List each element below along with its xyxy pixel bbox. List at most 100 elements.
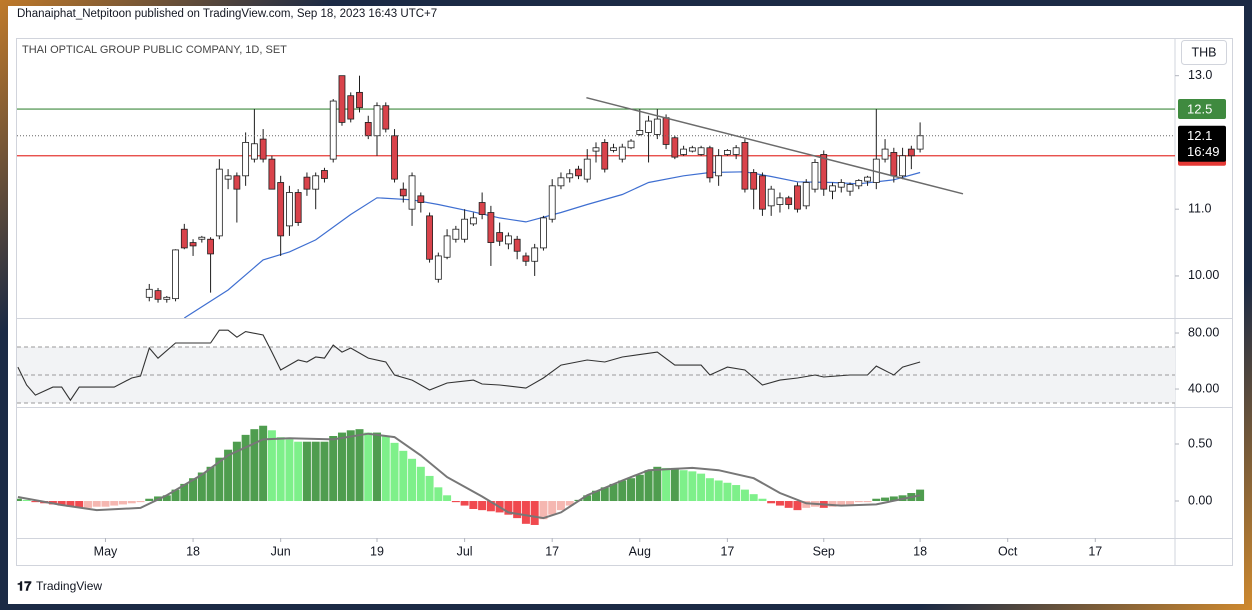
histogram-bar [22,499,31,502]
candle-body [592,147,600,152]
candle-body [198,236,206,240]
histogram-bar [224,449,233,502]
candle-body [566,173,574,179]
histogram-bar [460,501,469,506]
bar-countdown: 16:49 [1187,144,1220,159]
histogram-bar [749,494,758,502]
histogram-bar [302,441,311,502]
candle-body [469,217,477,225]
candle-body [338,75,346,123]
histogram-bar [250,429,259,502]
candle-body [601,142,609,170]
histogram-bar [784,501,793,508]
histogram-bar [189,478,198,502]
candle-body [697,147,705,155]
histogram-bar [644,470,653,502]
candle-body [811,162,819,190]
histogram-bar [609,483,618,502]
candle-body [277,182,285,237]
histogram-bar [872,498,881,502]
histogram-bar [758,498,767,502]
trendline [586,96,964,195]
x-tick-label: May [94,544,118,558]
histogram-bar [732,485,741,502]
x-tick-label: 18 [186,544,200,558]
histogram-bar [802,501,811,508]
histogram-bar [206,466,215,502]
candle-body [364,122,372,137]
histogram-bar [565,501,574,506]
candle-body [513,238,521,252]
x-tick-label: 18 [913,544,927,558]
candle-body [627,140,635,149]
candle-body [890,152,898,177]
publisher: Dhanaiphat_Netpitoon published on Tradin… [17,8,437,20]
histogram-bar [17,498,22,502]
y-tick-label: 10.00 [1188,268,1219,282]
histogram-bar [443,495,452,502]
candle-body [268,158,276,190]
histogram-bar [434,487,443,502]
macd-pane [17,425,925,525]
candle-body [723,150,731,155]
histogram-bar [127,501,136,504]
histogram-bar [259,425,268,502]
candle-body [548,185,556,220]
x-tick-label: 17 [1088,544,1102,558]
candle-body [750,172,758,190]
candle-body [522,255,530,262]
candle-body [426,215,433,260]
candle-body [382,105,390,130]
histogram-bar [276,437,285,502]
x-tick-label: 19 [370,544,384,558]
histogram-bar [110,501,119,506]
histogram-bar [346,430,355,502]
histogram-bar [653,466,662,502]
logo: 𝟏𝟕 [17,578,32,593]
candle-body [846,184,854,192]
candle-body [680,148,687,155]
candle-body [776,197,784,205]
histogram-bar [881,497,890,502]
histogram-bar [57,501,66,506]
x-tick-label: Aug [629,544,651,558]
price-pane [17,75,1175,318]
candle-body [706,147,714,179]
candle-body [671,137,679,158]
candle-body [820,154,828,190]
candle-body [163,296,171,300]
y-tick-label: 0.50 [1188,436,1212,450]
candle-body [233,175,241,190]
histogram-bar [618,480,627,502]
candle-body [610,147,617,151]
histogram-bar [285,439,294,502]
candle-body [207,238,214,255]
candle-body [653,118,661,135]
candle-body [636,130,644,135]
candle-body [224,175,232,180]
candle-body [443,235,451,258]
histogram-bar [294,441,303,502]
histogram-bar [837,501,846,506]
candle-body [557,177,565,187]
candle-body [329,100,337,160]
candle-body [864,176,871,182]
histogram-bar [83,501,92,508]
y-tick-label: 11.0 [1188,201,1211,215]
rsi-pane [17,329,1175,404]
histogram-bar [381,436,390,502]
price-level-badge [1178,99,1226,120]
candle-body [715,155,723,177]
x-tick-label: 17 [545,544,559,558]
histogram-bar [688,471,697,502]
chart-frame [16,38,1233,566]
currency[interactable]: THB [1192,45,1217,59]
histogram-bar [66,501,75,507]
histogram-bar [408,458,417,502]
histogram-bar [337,432,346,502]
last-price-badge [1178,125,1226,162]
candle-body [250,143,258,160]
candle-body [907,148,915,157]
currency-box[interactable] [1181,40,1227,65]
histogram-bar [854,501,863,503]
